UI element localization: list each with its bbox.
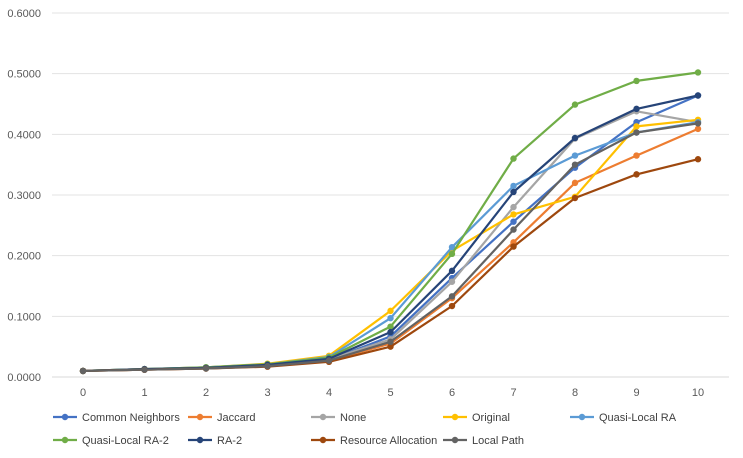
legend-swatch-marker (451, 413, 459, 421)
x-tick-label: 1 (141, 387, 147, 399)
data-point-quasi-local-ra (510, 182, 517, 190)
legend-label: None (340, 412, 366, 424)
data-point-original (633, 123, 640, 130)
data-point-original (510, 211, 517, 218)
legend-item-none: None (311, 412, 366, 424)
y-tick-label: 0.1000 (7, 311, 41, 323)
data-point-ra-2 (510, 188, 517, 196)
x-tick-label: 8 (572, 387, 578, 399)
legend-swatch-marker (319, 413, 327, 421)
legend-item-jaccard: Jaccard (188, 412, 256, 424)
data-point-local-path (448, 293, 456, 300)
data-point-local-path (79, 367, 87, 375)
legend-swatch-marker (319, 436, 327, 444)
legend-item-common-neighbors: Common Neighbors (53, 412, 180, 424)
x-tick-label: 4 (326, 387, 332, 399)
data-point-local-path (202, 365, 210, 372)
data-point-quasi-local-ra (571, 152, 579, 159)
y-tick-label: 0.0000 (7, 372, 41, 384)
grid-lines (52, 12, 729, 378)
legend-swatch-marker (61, 413, 69, 421)
data-point-quasi-local-ra-2 (694, 69, 702, 76)
data-point-none (448, 278, 456, 285)
data-point-none (510, 203, 517, 211)
data-point-resource-allocation (510, 243, 517, 250)
legend-swatch-marker (578, 413, 586, 421)
data-point-local-path (387, 338, 394, 346)
legend-label: Common Neighbors (82, 412, 180, 424)
x-tick-label: 9 (633, 387, 639, 399)
data-point-resource-allocation (387, 343, 394, 350)
y-tick-label: 0.5000 (7, 69, 41, 81)
y-tick-label: 0.6000 (7, 8, 41, 20)
data-point-quasi-local-ra-2 (633, 77, 640, 85)
y-tick-label: 0.3000 (7, 190, 41, 202)
series-lines (79, 69, 702, 375)
data-point-original (387, 307, 394, 315)
data-point-local-path (510, 226, 517, 233)
data-point-resource-allocation (571, 194, 579, 202)
data-point-resource-allocation (633, 171, 640, 178)
x-tick-label: 0 (80, 387, 86, 399)
data-point-local-path (325, 357, 333, 364)
data-point-ra-2 (694, 92, 702, 99)
legend-label: Quasi-Local RA (599, 412, 677, 424)
x-tick-label: 10 (692, 387, 704, 399)
legend-swatch-marker (451, 436, 459, 444)
legend-item-quasi-local-ra: Quasi-Local RA (570, 412, 677, 424)
data-point-ra-2 (571, 134, 579, 142)
legend-label: Local Path (472, 435, 524, 447)
legend-item-local-path: Local Path (443, 435, 524, 447)
x-tick-label: 3 (264, 387, 270, 399)
data-point-ra-2 (448, 267, 456, 275)
legend-item-quasi-local-ra-2: Quasi-Local RA-2 (53, 435, 169, 447)
legend-swatch-marker (196, 413, 204, 421)
data-point-jaccard (571, 179, 579, 187)
data-point-jaccard (633, 152, 640, 159)
x-tick-label: 6 (449, 387, 455, 399)
legend: Common Neighbors Jaccard None Original Quasi… (53, 412, 677, 447)
data-point-common-neighbors (510, 218, 517, 225)
data-point-ra-2 (633, 105, 640, 113)
data-point-quasi-local-ra-2 (387, 323, 394, 330)
x-tick-label: 7 (510, 387, 516, 399)
data-point-quasi-local-ra-2 (510, 155, 517, 162)
x-tick-label: 5 (387, 387, 393, 399)
legend-label: Jaccard (217, 412, 256, 424)
data-point-local-path (264, 362, 271, 370)
legend-item-ra-2: RA-2 (188, 435, 242, 447)
data-point-quasi-local-ra (448, 243, 456, 251)
legend-label: Original (472, 412, 510, 424)
data-point-resource-allocation (448, 302, 456, 310)
data-point-local-path (141, 366, 148, 373)
data-point-quasi-local-ra-2 (448, 250, 456, 258)
data-point-quasi-local-ra-2 (571, 101, 579, 108)
data-point-local-path (633, 129, 640, 136)
x-axis-tick-labels: 0 1 2 3 4 5 6 7 8 9 10 (80, 387, 704, 399)
data-point-resource-allocation (694, 156, 702, 163)
data-point-quasi-local-ra (387, 314, 394, 322)
legend-swatch-marker (196, 436, 204, 444)
data-point-local-path (694, 120, 702, 127)
data-point-ra-2 (387, 328, 394, 336)
data-point-jaccard (694, 125, 702, 133)
legend-label: Resource Allocation (340, 435, 437, 447)
data-point-local-path (571, 161, 579, 168)
legend-label: Quasi-Local RA-2 (82, 435, 169, 447)
y-tick-label: 0.2000 (7, 251, 41, 263)
series-local-path (79, 120, 702, 375)
legend-item-original: Original (443, 412, 510, 424)
y-tick-label: 0.4000 (7, 129, 41, 141)
y-axis-tick-labels: 0.0000 0.1000 0.2000 0.3000 0.4000 0.5000 0.60… (7, 8, 41, 384)
x-tick-label: 2 (203, 387, 209, 399)
legend-item-resource-allocation: Resource Allocation (311, 435, 437, 447)
legend-label: RA-2 (217, 435, 242, 447)
legend-swatch-marker (61, 436, 69, 444)
series-quasi-local-ra-2 (79, 69, 702, 375)
